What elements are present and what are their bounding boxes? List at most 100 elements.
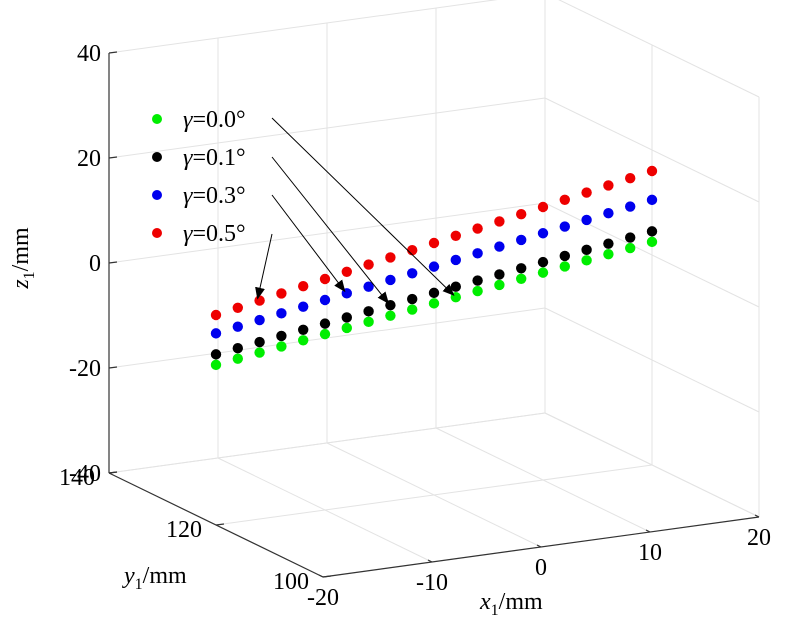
legend-entry-1: γ=0.1° bbox=[152, 145, 246, 171]
z-tick-label: 40 bbox=[77, 41, 101, 67]
x-tick-mark bbox=[645, 529, 651, 533]
point-series-3 bbox=[341, 266, 352, 277]
point-series-1 bbox=[537, 256, 549, 268]
point-series-3 bbox=[581, 187, 592, 198]
point-series-1 bbox=[603, 238, 614, 249]
x-tick-mark bbox=[427, 559, 433, 563]
tick-labels: -40 -20 0 20 40 -20 -10 0 10 20 100 120 140 bbox=[59, 41, 771, 611]
point-series-2 bbox=[559, 221, 570, 232]
grid-line bbox=[108, 97, 546, 159]
x-tick-label: 0 bbox=[535, 555, 547, 581]
point-series-3 bbox=[472, 223, 483, 234]
x-tick-label: 10 bbox=[638, 540, 662, 566]
grid-line bbox=[108, 202, 546, 264]
point-series-0 bbox=[472, 285, 483, 297]
x-tick-mark bbox=[754, 514, 760, 518]
legend-arrow bbox=[271, 117, 455, 296]
point-series-2 bbox=[254, 314, 265, 326]
point-series-2 bbox=[603, 208, 614, 219]
point-series-3 bbox=[254, 295, 265, 306]
point-series-3 bbox=[298, 281, 309, 292]
point-series-1 bbox=[276, 330, 287, 342]
grid-line bbox=[558, 0, 760, 98]
point-series-1 bbox=[407, 293, 418, 305]
point-series-2 bbox=[537, 228, 549, 239]
z-tick-label: 20 bbox=[77, 146, 101, 172]
point-series-2 bbox=[516, 234, 527, 246]
point-series-1 bbox=[472, 275, 483, 286]
point-series-1 bbox=[341, 312, 352, 323]
y-tick-label: 100 bbox=[273, 569, 309, 595]
grid-line bbox=[215, 464, 653, 526]
point-series-0 bbox=[516, 273, 527, 284]
point-series-0 bbox=[625, 242, 636, 254]
y-tick-mark bbox=[215, 523, 225, 526]
point-series-1 bbox=[363, 306, 374, 317]
point-series-0 bbox=[319, 328, 331, 340]
point-series-2 bbox=[298, 301, 309, 312]
point-series-0 bbox=[385, 310, 396, 321]
x-axis-label-var: x bbox=[479, 589, 491, 615]
x-axis-label-sub: 1 bbox=[491, 602, 499, 619]
point-series-3 bbox=[319, 273, 331, 285]
point-series-1 bbox=[254, 336, 265, 348]
z-axis-label-unit: /mm bbox=[8, 227, 34, 271]
point-series-2 bbox=[210, 328, 222, 339]
x-tick-label: -10 bbox=[416, 570, 448, 596]
z-tick-label: -20 bbox=[69, 356, 101, 382]
point-series-3 bbox=[516, 209, 527, 220]
point-series-0 bbox=[407, 304, 418, 315]
point-series-0 bbox=[276, 341, 287, 352]
x-tick-label: -20 bbox=[307, 585, 339, 611]
point-series-2 bbox=[646, 194, 658, 206]
y-tick-label: 120 bbox=[166, 517, 202, 543]
grid-line bbox=[108, 412, 546, 474]
x-tick-label: 20 bbox=[747, 525, 771, 551]
z-axis-label-var: z bbox=[8, 279, 34, 290]
point-series-0 bbox=[254, 347, 265, 358]
point-series-0 bbox=[559, 261, 570, 272]
point-series-0 bbox=[210, 359, 222, 371]
point-series-2 bbox=[472, 248, 483, 259]
point-series-0 bbox=[428, 298, 440, 309]
point-series-2 bbox=[232, 321, 243, 332]
legend-marker-2 bbox=[152, 190, 162, 200]
x-axis-label-unit: /mm bbox=[499, 589, 543, 615]
point-series-3 bbox=[276, 288, 287, 299]
point-series-1 bbox=[494, 269, 505, 280]
legend-arrows bbox=[255, 117, 455, 304]
point-series-0 bbox=[537, 267, 549, 278]
y-tick-label: 140 bbox=[59, 465, 95, 491]
legend-marker-1 bbox=[152, 152, 162, 162]
point-series-3 bbox=[407, 245, 418, 256]
legend-label-3: γ=0.5° bbox=[183, 221, 246, 247]
z-tick-mark bbox=[108, 366, 118, 369]
point-series-0 bbox=[646, 236, 658, 248]
legend-entry-2: γ=0.3° bbox=[152, 183, 246, 209]
legend-label-1: γ=0.1° bbox=[183, 145, 246, 171]
point-series-3 bbox=[603, 180, 614, 191]
point-series-3 bbox=[537, 201, 549, 213]
point-series-1 bbox=[428, 287, 440, 299]
point-series-2 bbox=[276, 308, 287, 319]
point-series-2 bbox=[494, 241, 505, 252]
point-series-1 bbox=[298, 324, 309, 335]
point-series-0 bbox=[581, 255, 592, 266]
y-tick-mark bbox=[322, 575, 332, 578]
point-series-3 bbox=[494, 216, 505, 227]
point-series-0 bbox=[603, 248, 614, 260]
y-axis-label-var: y bbox=[122, 563, 135, 589]
legend-marker-3 bbox=[152, 228, 162, 238]
point-series-3 bbox=[385, 252, 396, 263]
legend-label-0: γ=0.0° bbox=[183, 107, 246, 133]
point-series-2 bbox=[407, 268, 418, 279]
point-series-0 bbox=[298, 335, 309, 346]
y-axis-label-sub: 1 bbox=[135, 576, 143, 593]
y-axis-label: y1/mm bbox=[122, 563, 187, 593]
point-series-0 bbox=[341, 322, 352, 334]
point-series-2 bbox=[319, 294, 331, 306]
point-series-1 bbox=[581, 244, 592, 256]
x-tick-mark bbox=[318, 574, 324, 578]
point-series-3 bbox=[559, 194, 570, 205]
